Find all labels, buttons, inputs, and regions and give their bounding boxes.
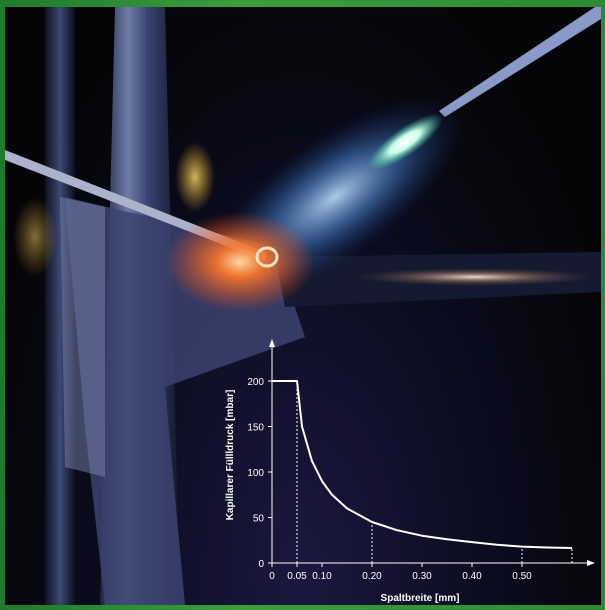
y-axis-arrow bbox=[269, 339, 275, 347]
x-tick-label: 0.30 bbox=[412, 571, 432, 582]
x-tick-label: 0.50 bbox=[512, 571, 532, 582]
brazing-scene-illustration bbox=[5, 7, 601, 605]
x-tick-group: 0 0.05 0.10 0.20 0.30 0.40 0.50 bbox=[269, 563, 532, 582]
y-tick-label: 50 bbox=[253, 514, 265, 525]
y-tick-label: 100 bbox=[247, 468, 264, 479]
x-tick-label: 0 bbox=[269, 571, 275, 582]
x-tick-label: 0.40 bbox=[462, 571, 482, 582]
x-axis-label: Spaltbreite [mm] bbox=[381, 593, 460, 604]
y-tick-label: 150 bbox=[247, 423, 264, 434]
y-tick-label: 200 bbox=[247, 377, 264, 388]
chart-axes bbox=[269, 339, 595, 566]
x-axis-arrow bbox=[587, 560, 595, 566]
series-line-capillary-pressure bbox=[272, 380, 573, 549]
y-tick-group: 0 50 100 150 200 bbox=[247, 377, 272, 570]
x-tick-label: 0.20 bbox=[362, 571, 382, 582]
y-axis-label: Kapillarer Füllldruck [mbar] bbox=[225, 390, 236, 521]
reference-line-group bbox=[296, 381, 573, 563]
x-tick-label: 0.05 bbox=[287, 571, 307, 582]
y-tick-label: 0 bbox=[258, 559, 264, 570]
brazing-photo bbox=[5, 7, 601, 605]
x-tick-label: 0.10 bbox=[312, 571, 332, 582]
